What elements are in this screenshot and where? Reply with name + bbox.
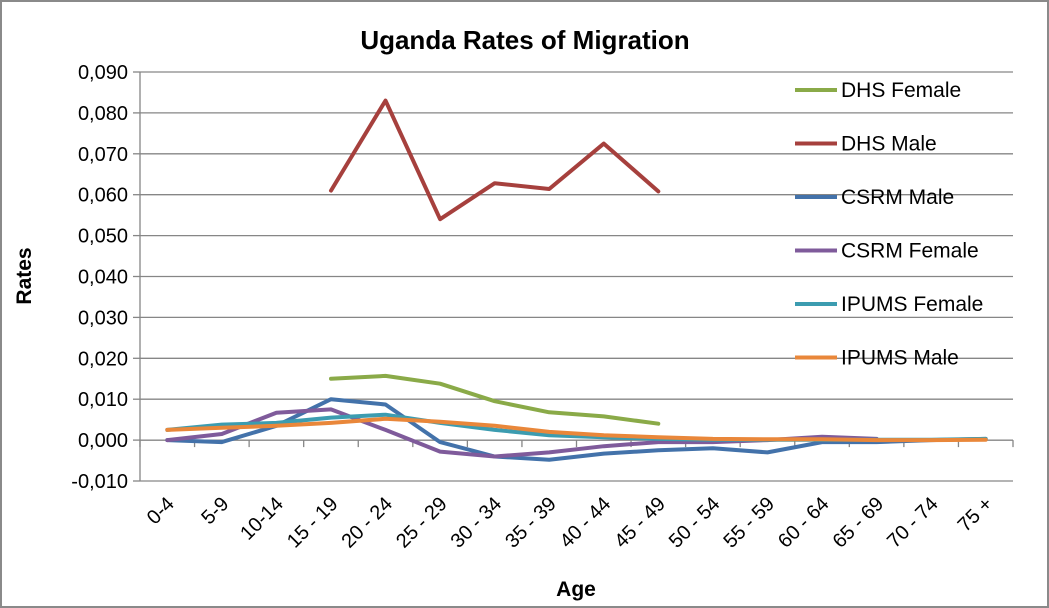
legend-item-dhs-male: DHS Male bbox=[795, 133, 937, 156]
y-tick-label: 0,090 bbox=[78, 62, 128, 84]
x-tick-label: 50 - 54 bbox=[665, 493, 725, 553]
x-tick-label: 20 - 24 bbox=[337, 493, 397, 553]
y-tick-label: 0,070 bbox=[78, 144, 128, 166]
series-line-ipums-male bbox=[165, 416, 988, 443]
x-tick-label: 5-9 bbox=[197, 493, 233, 529]
x-tick-label: 70 - 74 bbox=[883, 493, 943, 553]
series-line-dhs-male bbox=[329, 98, 661, 222]
x-tick-label: 75 + bbox=[954, 493, 997, 536]
x-tick-label: 65 - 69 bbox=[829, 493, 889, 553]
legend-item-csrm-female: CSRM Female bbox=[795, 240, 979, 263]
legend-label: DHS Male bbox=[841, 133, 937, 156]
y-tick-label: 0,080 bbox=[78, 103, 128, 125]
y-tick-label: 0,010 bbox=[78, 389, 128, 411]
y-tick-label: 0,040 bbox=[78, 267, 128, 289]
y-axis-title: Rates bbox=[13, 247, 36, 304]
y-tick-label: 0,030 bbox=[78, 307, 128, 329]
legend-label: IPUMS Male bbox=[841, 347, 959, 370]
series-line-dhs-female bbox=[329, 373, 661, 426]
y-tick-label: -0,010 bbox=[71, 471, 128, 493]
x-tick-label: 15 - 19 bbox=[283, 493, 343, 553]
y-tick-label: 0,050 bbox=[78, 226, 128, 248]
y-tick-label: 0,000 bbox=[78, 430, 128, 452]
x-tick-label: 25 - 29 bbox=[392, 493, 452, 553]
x-tick-label: 35 - 39 bbox=[501, 493, 561, 553]
chart-title: Uganda Rates of Migration bbox=[360, 25, 689, 55]
y-axis-ticks: -0,010 0,000 0,010 0,020 0,030 0,040 0,050 0,06… bbox=[71, 62, 140, 493]
legend-item-ipums-female: IPUMS Female bbox=[795, 293, 983, 316]
series-lines bbox=[165, 98, 988, 462]
x-tick-label: 60 - 64 bbox=[774, 493, 834, 553]
x-tick-label: 45 - 49 bbox=[610, 493, 670, 553]
x-tick-label: 30 - 34 bbox=[447, 493, 507, 553]
x-axis-title: Age bbox=[556, 578, 596, 601]
x-tick-label: 55 - 59 bbox=[719, 493, 779, 553]
legend-item-csrm-male: CSRM Male bbox=[795, 186, 954, 209]
x-tick-label: 0-4 bbox=[143, 493, 179, 529]
legend-label: IPUMS Female bbox=[841, 293, 983, 316]
legend-item-dhs-female: DHS Female bbox=[795, 79, 961, 102]
legend-item-ipums-male: IPUMS Male bbox=[795, 347, 959, 370]
legend-label: DHS Female bbox=[841, 79, 961, 102]
y-tick-label: 0,020 bbox=[78, 348, 128, 370]
legend: DHS Female DHS Male CSRM Male CSRM Female IP… bbox=[795, 79, 983, 370]
x-tick-label: 10-14 bbox=[236, 493, 288, 545]
x-tick-label: 40 - 44 bbox=[556, 493, 616, 553]
legend-label: CSRM Male bbox=[841, 186, 954, 209]
y-tick-label: 0,060 bbox=[78, 185, 128, 207]
legend-label: CSRM Female bbox=[841, 240, 979, 263]
